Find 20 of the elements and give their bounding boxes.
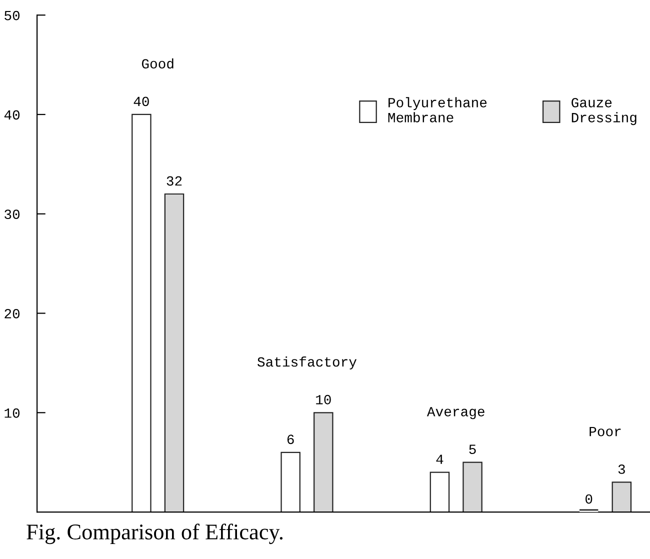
data-label: 0 — [586, 494, 592, 504]
x-tick-label: Poor — [590, 426, 621, 436]
y-tick-label: 30 — [4, 210, 20, 220]
x-tick-label: Average — [426, 407, 484, 420]
data-label: 3 — [618, 464, 625, 474]
legend-label: Gauze Dressing — [572, 98, 636, 126]
y-tick-label: 50 — [4, 10, 20, 20]
y-tick-label: 10 — [4, 408, 20, 418]
data-label: 6 — [287, 434, 294, 444]
data-label: 5 — [469, 444, 476, 454]
data-label: 4 — [436, 454, 444, 464]
data-label: 10 — [316, 394, 331, 404]
data-label: 40 — [134, 96, 149, 106]
y-tick-label: 40 — [4, 110, 20, 120]
legend-label: Polyurethane Membrane — [388, 97, 487, 122]
x-tick-label: Satisfactory — [258, 356, 357, 370]
x-tick-label: Good — [142, 58, 174, 69]
data-label: 32 — [166, 176, 182, 186]
y-tick-label: 20 — [4, 309, 20, 318]
text: Fig. Comparison of Efficacy. — [26, 524, 283, 544]
